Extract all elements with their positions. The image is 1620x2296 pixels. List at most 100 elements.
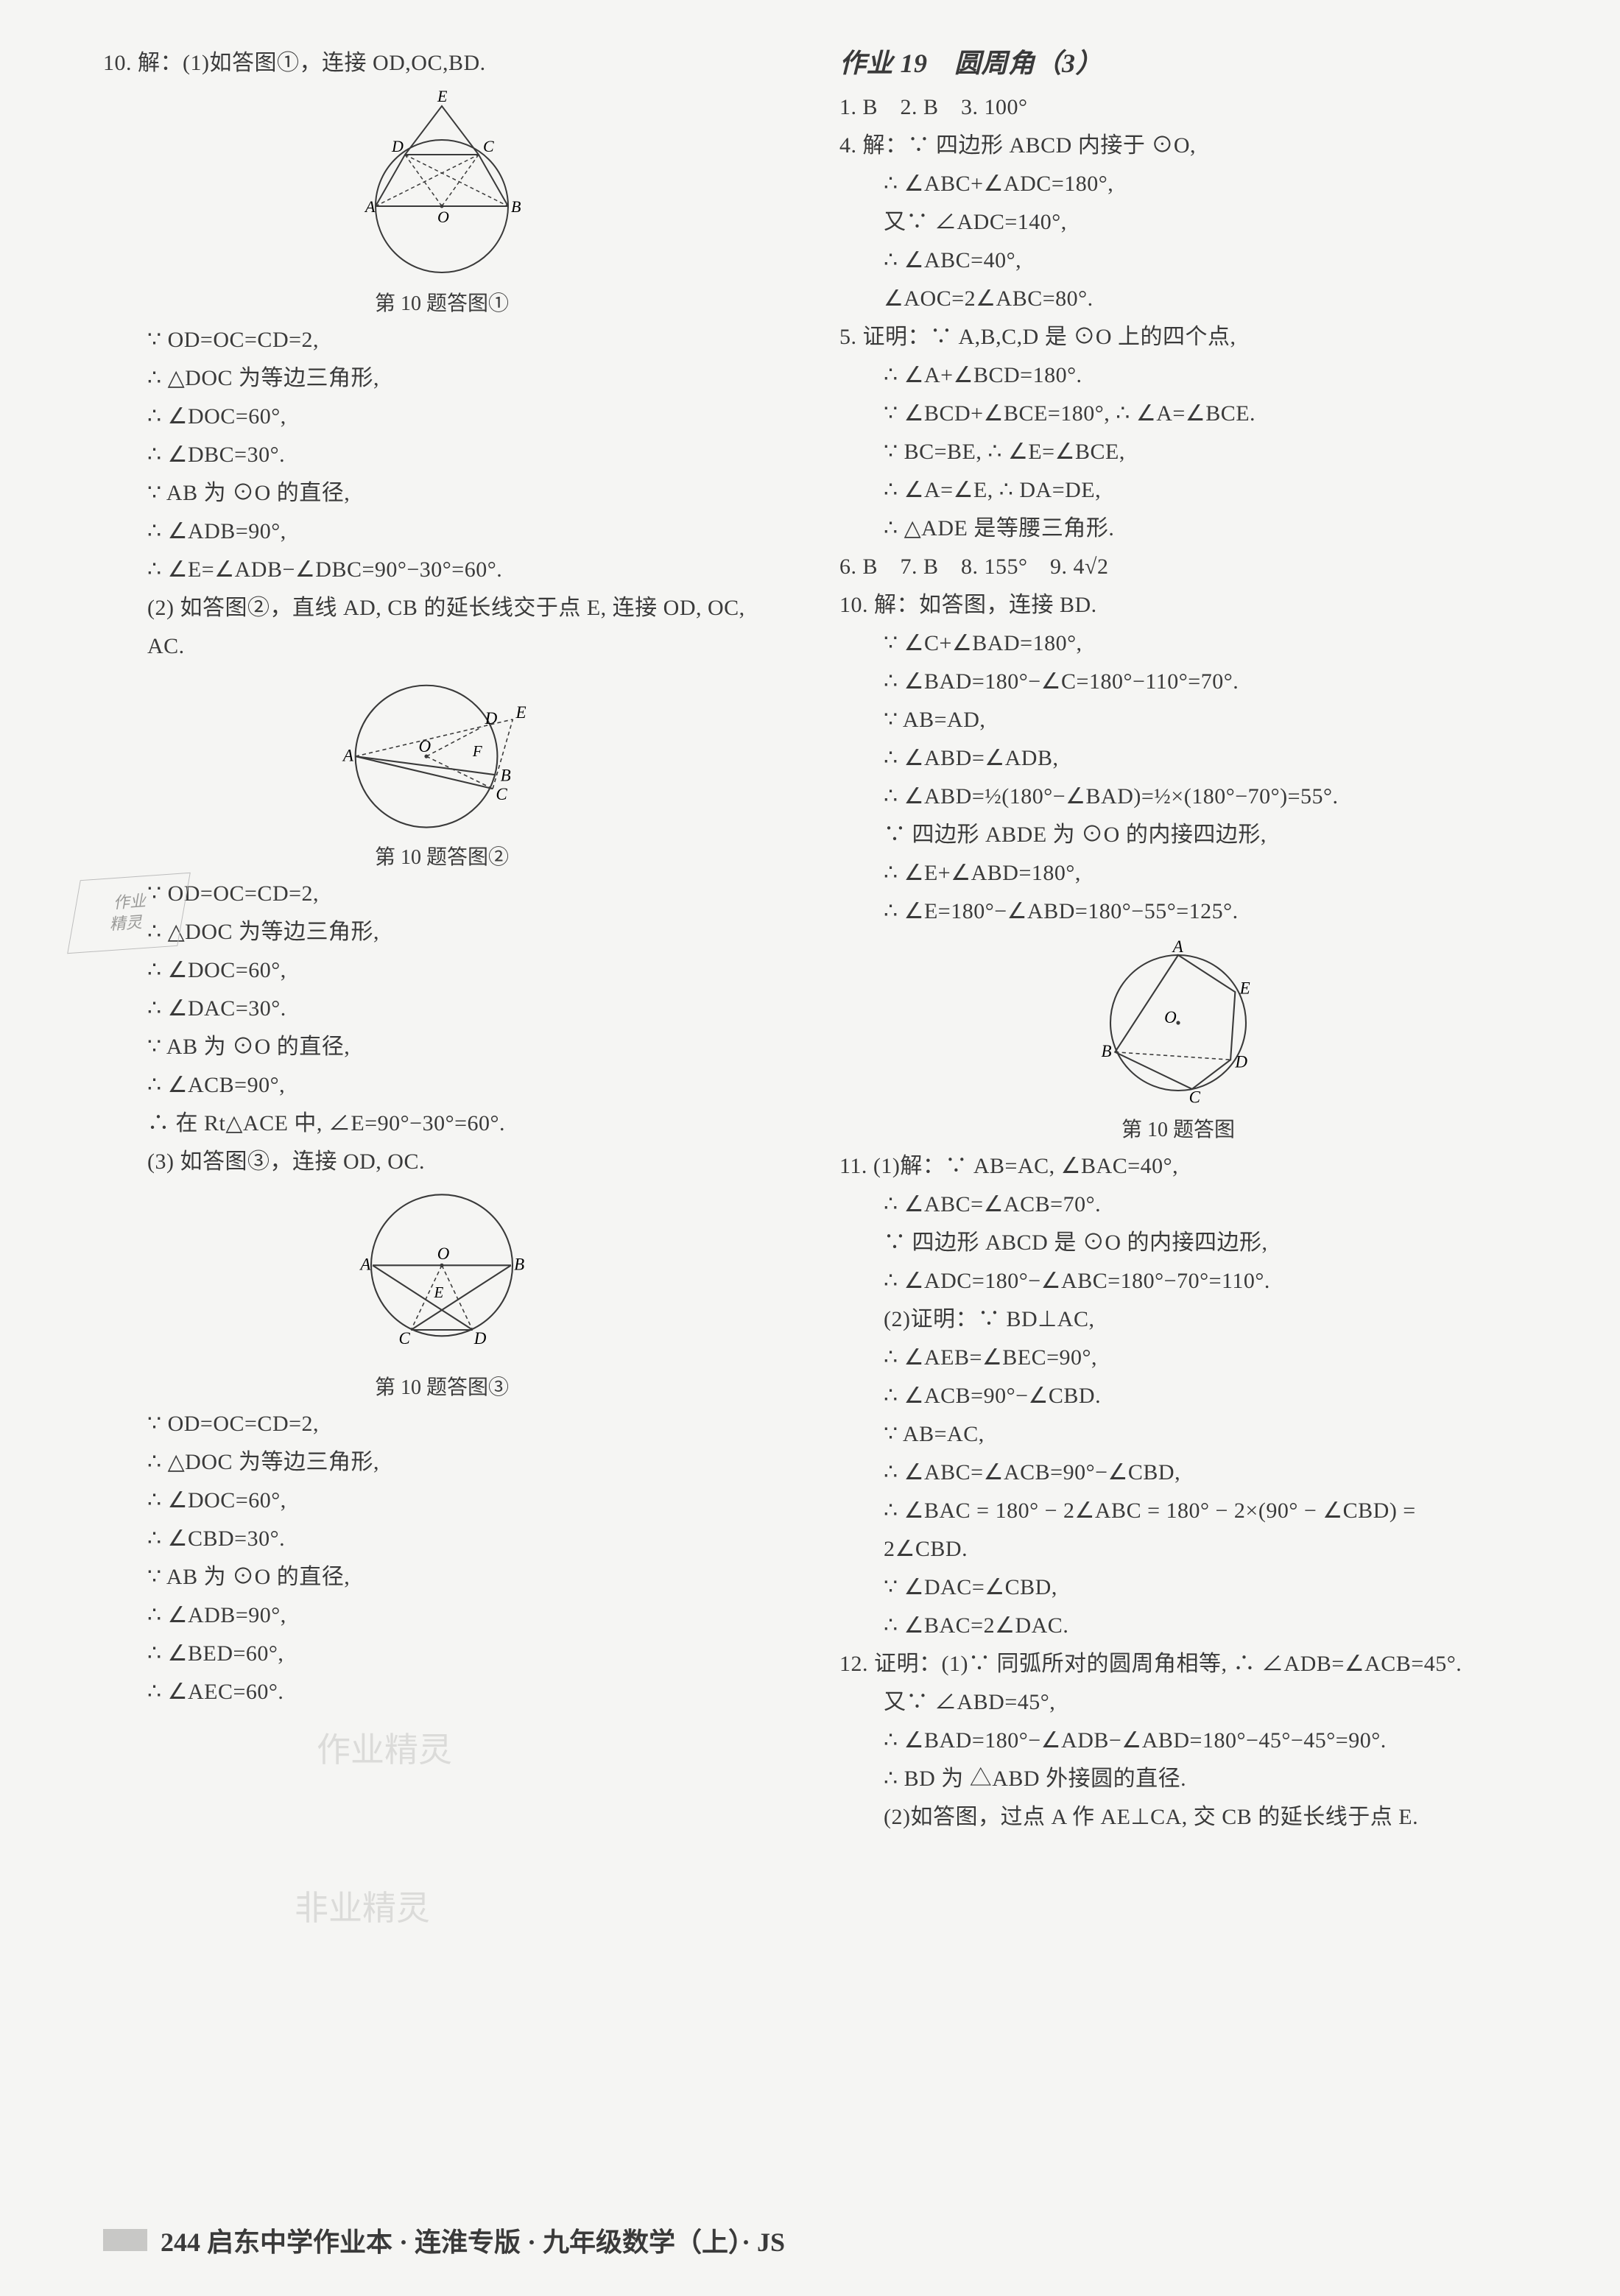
q10r-head: 10. 解：如答图，连接 BD. [839,586,1517,624]
q5-4: ∴ △ADE 是等腰三角形. [839,510,1517,548]
q5-3: ∴ ∠A=∠E, ∴ DA=DE, [839,471,1517,510]
p2-1: ∴ △DOC 为等边三角形, [103,913,781,951]
page-two-column: 10. 解：(1)如答图①，连接 OD,OC,BD. A B O D C E 第… [103,44,1517,2194]
q5-1: ∵ ∠BCD+∠BCE=180°, ∴ ∠A=∠BCE. [839,395,1517,433]
p3-2: ∴ ∠DOC=60°, [103,1482,781,1520]
q10r-4: ∴ ∠ABD=½(180°−∠BAD)=½×(180°−70°)=55°. [839,778,1517,816]
q5-0: ∴ ∠A+∠BCD=180°. [839,356,1517,395]
footer-bar-icon [103,2229,147,2251]
q10r-6: ∴ ∠E+∠ABD=180°, [839,854,1517,892]
p1-3: ∴ ∠DBC=30°. [103,436,781,474]
q11a-1: ∵ 四边形 ABCD 是 ⊙O 的内接四边形, [839,1224,1517,1262]
svg-text:A: A [359,1256,371,1274]
p2-5: ∴ ∠ACB=90°, [103,1066,781,1105]
svg-text:O: O [1164,1008,1177,1026]
q5-2: ∵ BC=BE, ∴ ∠E=∠BCE, [839,433,1517,471]
q10r-3: ∴ ∠ABD=∠ADB, [839,739,1517,778]
svg-text:D: D [1234,1053,1247,1071]
q10r-5: ∵ 四边形 ABDE 为 ⊙O 的内接四边形, [839,816,1517,854]
svg-text:E: E [1239,979,1250,997]
q10-header: 10. 解：(1)如答图①，连接 OD,OC,BD. [103,44,781,82]
q4-2: ∴ ∠ABC=40°, [839,242,1517,280]
q4-1: 又∵ ∠ADC=140°, [839,203,1517,242]
q12-3: (2)如答图，过点 A 作 AE⊥CA, 交 CB 的延长线于点 E. [839,1798,1517,1837]
p2-intro: (2) 如答图②，直线 AD, CB 的延长线交于点 E, 连接 OD, OC,… [103,589,781,666]
figure-2-wrap: A O D E F B C 第 10 题答图② [103,673,781,870]
p3-intro: (3) 如答图③，连接 OD, OC. [103,1143,781,1181]
p3-7: ∴ ∠AEC=60°. [103,1673,781,1711]
q11b-head: (2)证明：∵ BD⊥AC, [839,1300,1517,1339]
q5-head: 5. 证明：∵ A,B,C,D 是 ⊙O 上的四个点, [839,318,1517,356]
q11b-1: ∴ ∠ACB=90°−∠CBD. [839,1377,1517,1415]
side-watermark-box: 作业精灵 [67,873,191,954]
q4-3: ∠AOC=2∠ABC=80°. [839,280,1517,318]
figure-1-caption: 第 10 题答图① [375,287,509,317]
figure-2-svg: A O D E F B C [324,673,560,835]
q11a-2: ∴ ∠ADC=180°−∠ABC=180°−70°=110°. [839,1262,1517,1300]
svg-text:A: A [364,197,376,216]
svg-text:C: C [399,1329,411,1348]
q10r-7: ∴ ∠E=180°−∠ABD=180°−55°=125°. [839,892,1517,931]
figure-3-caption: 第 10 题答图③ [375,1371,509,1401]
q4-head: 4. 解：∵ 四边形 ABCD 内接于 ⊙O, [839,127,1517,165]
q11b-2: ∵ AB=AC, [839,1415,1517,1454]
figure-3-svg: A B O E C D [331,1189,552,1365]
q11b-4: ∴ ∠BAC = 180° − 2∠ABC = 180° − 2×(90° − … [839,1492,1517,1530]
p2-0: ∵ OD=OC=CD=2, [103,875,781,913]
q11b-5: 2∠CBD. [839,1530,1517,1568]
p2-2: ∴ ∠DOC=60°, [103,951,781,990]
figure-1-wrap: A B O D C E 第 10 题答图① [103,90,781,317]
right-column: 作业 19 圆周角（3） 1. B 2. B 3. 100° 4. 解：∵ 四边… [839,44,1517,2194]
p3-3: ∴ ∠CBD=30°. [103,1520,781,1558]
p1-6: ∴ ∠E=∠ADB−∠DBC=90°−30°=60°. [103,551,781,589]
p1-0: ∵ OD=OC=CD=2, [103,321,781,359]
figure-r10-wrap: A E D C B O 第 10 题答图 [839,938,1517,1143]
svg-text:C: C [1189,1088,1201,1107]
p1-1: ∴ △DOC 为等边三角形, [103,359,781,398]
q11b-7: ∴ ∠BAC=2∠DAC. [839,1607,1517,1645]
q11b-6: ∵ ∠DAC=∠CBD, [839,1568,1517,1607]
p1-2: ∴ ∠DOC=60°, [103,398,781,436]
svg-text:C: C [496,784,507,803]
p1-5: ∴ ∠ADB=90°, [103,513,781,551]
section-title: 作业 19 圆周角（3） [839,44,1517,82]
svg-text:D: D [473,1329,487,1348]
p1-4: ∵ AB 为 ⊙O 的直径, [103,474,781,513]
q12-1: ∴ ∠BAD=180°−∠ADB−∠ABD=180°−45°−45°=90°. [839,1722,1517,1760]
figure-r10-svg: A E D C B O [1075,938,1281,1107]
svg-text:B: B [514,1256,524,1274]
svg-text:A: A [342,745,354,764]
p3-0: ∵ OD=OC=CD=2, [103,1405,781,1443]
svg-text:C: C [483,137,494,155]
svg-text:B: B [511,197,521,216]
q10r-1: ∴ ∠BAD=180°−∠C=180°−110°=70°. [839,663,1517,701]
svg-text:O: O [437,1244,450,1263]
q10r-0: ∵ ∠C+∠BAD=180°, [839,624,1517,663]
svg-text:F: F [472,742,482,760]
svg-text:O: O [437,208,449,226]
q11b-3: ∴ ∠ABC=∠ACB=90°−∠CBD, [839,1454,1517,1492]
page-footer: 244 启东中学作业本 · 连淮专版 · 九年级数学（上）· JS [103,2221,785,2259]
p2-6: ∴ 在 Rt△ACE 中, ∠E=90°−30°=60°. [103,1105,781,1143]
svg-text:B: B [501,766,511,785]
p2-3: ∴ ∠DAC=30°. [103,990,781,1028]
figure-1-svg: A B O D C E [331,90,552,281]
svg-text:E: E [515,702,526,722]
figure-3-wrap: A B O E C D 第 10 题答图③ [103,1189,781,1401]
q11a-0: ∴ ∠ABC=∠ACB=70°. [839,1186,1517,1224]
q11-head: 11. (1)解：∵ AB=AC, ∠BAC=40°, [839,1147,1517,1186]
left-column: 10. 解：(1)如答图①，连接 OD,OC,BD. A B O D C E 第… [103,44,781,2194]
p2-4: ∵ AB 为 ⊙O 的直径, [103,1028,781,1066]
row1: 1. B 2. B 3. 100° [839,88,1517,127]
row2: 6. B 7. B 8. 155° 9. 4√2 [839,548,1517,586]
q12-head: 12. 证明：(1)∵ 同弧所对的圆周角相等, ∴ ∠ADB=∠ACB=45°. [839,1645,1517,1683]
p3-4: ∵ AB 为 ⊙O 的直径, [103,1558,781,1596]
figure-2-caption: 第 10 题答图② [375,841,509,870]
svg-text:E: E [434,1283,444,1301]
svg-text:E: E [437,90,448,105]
svg-text:D: D [485,708,498,728]
svg-text:D: D [391,137,404,155]
svg-text:B: B [1101,1042,1111,1060]
q11b-0: ∴ ∠AEB=∠BEC=90°, [839,1339,1517,1377]
svg-text:A: A [1172,938,1184,956]
